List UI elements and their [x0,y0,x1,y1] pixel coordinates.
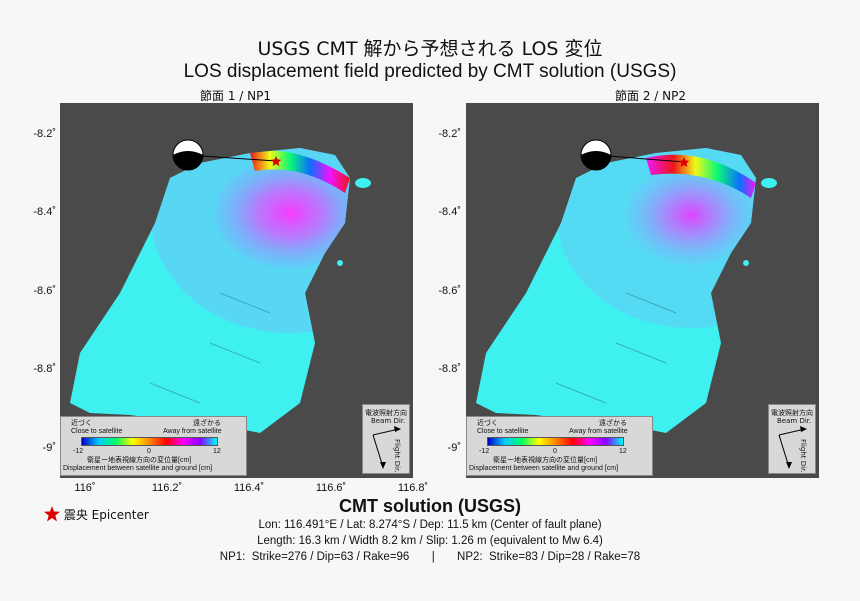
epicenter-star-np1 [270,156,282,166]
title-english: LOS displacement field predicted by CMT … [183,61,677,82]
colorbar-legend-np1: 近づく Close to satellite 遠ざかる Away from sa… [60,416,247,476]
legend-away-en: Away from satellite [163,428,222,435]
direction-box-np2: 電波照射方向 Beam Dir. Flight Dir. [768,404,816,474]
title-japanese: USGS CMT 解から予想される LOS 変位 [257,38,603,60]
legend-max-2: 12 [619,448,627,455]
solution-line-1: Lon: 116.491°E / Lat: 8.274°S / Dep: 11.… [258,519,602,531]
solution-line-2: Length: 16.3 km / Width 8.2 km / Slip: 1… [257,535,603,547]
y-tick-left-1: -8.2˚ [33,128,56,140]
panel-label-np1: 節面 1 / NP1 [200,89,271,103]
legend-away-en-2: Away from satellite [569,428,628,435]
legend-caption-ja: 衛星ー地表視線方向の変位量[cm] [87,457,192,464]
colorbar-legend-np2: 近づく Close to satellite 遠ざかる Away from sa… [466,416,653,476]
legend-min: -12 [73,448,84,455]
panel-label-np2: 節面 2 / NP2 [615,89,686,103]
y-tick-right-5: -9˚ [447,442,461,454]
legend-close-en-2: Close to satellite [477,428,529,435]
legend-mid: 0 [147,448,151,455]
legend-away-ja-2: 遠ざかる [599,420,627,427]
colorbar-np1 [81,437,218,446]
map-panel-np2: 近づく Close to satellite 遠ざかる Away from sa… [466,103,819,478]
beam-dir-ja: 電波照射方向 [365,409,407,417]
legend-max: 12 [213,448,221,455]
y-tick-right-2: -8.4˚ [438,206,461,218]
beam-dir-en: Beam Dir. [371,417,406,425]
beachball-np2 [580,139,612,171]
x-tick-1: 116˚ [74,482,96,494]
flight-dir-en: Flight Dir. [393,439,401,473]
y-tick-left-2: -8.4˚ [33,206,56,218]
solution-title: CMT solution (USGS) [339,496,521,516]
direction-box-np1: 電波照射方向 Beam Dir. Flight Dir. [362,404,410,474]
x-tick-2: 116.2˚ [151,482,183,494]
map-panel-np1: 近づく Close to satellite 遠ざかる Away from sa… [60,103,413,478]
direction-arrows-icon-np2 [778,426,807,469]
y-tick-left-4: -8.8˚ [33,363,56,375]
legend-close-en: Close to satellite [71,428,123,435]
legend-caption-en-2: Displacement between satellite and groun… [469,465,619,472]
solution-line-3: NP1: Strike=276 / Dip=63 / Rake=96 | NP2… [219,551,641,563]
beam-dir-en-2: Beam Dir. [777,417,812,425]
epicenter-legend: 震央 Epicenter [44,506,149,523]
legend-close-ja: 近づく [71,420,92,427]
map-np2-svg [466,103,819,478]
colorbar-np2 [487,437,624,446]
y-tick-left-5: -9˚ [42,442,56,454]
y-tick-right-4: -8.8˚ [438,363,461,375]
legend-away-ja: 遠ざかる [193,420,221,427]
epicenter-label: 震央 Epicenter [63,508,149,522]
legend-caption-ja-2: 衛星ー地表視線方向の変位量[cm] [493,457,598,464]
direction-arrows-icon-np1 [372,426,401,469]
legend-close-ja-2: 近づく [477,420,498,427]
y-tick-left-3: -8.6˚ [33,285,56,297]
map-np1-svg [60,103,413,478]
x-tick-4: 116.6˚ [315,482,347,494]
legend-min-2: -12 [479,448,490,455]
legend-mid-2: 0 [553,448,557,455]
epicenter-star-icon [44,506,60,522]
y-tick-right-1: -8.2˚ [438,128,461,140]
epicenter-star-np2 [678,157,690,167]
beam-dir-ja-2: 電波照射方向 [771,409,813,417]
legend-caption-en: Displacement between satellite and groun… [63,465,213,472]
y-tick-right-3: -8.6˚ [438,285,461,297]
x-tick-5: 116.8˚ [397,482,429,494]
x-tick-3: 116.4˚ [233,482,265,494]
beachball-np1 [172,139,204,171]
flight-dir-en-2: Flight Dir. [799,439,807,473]
